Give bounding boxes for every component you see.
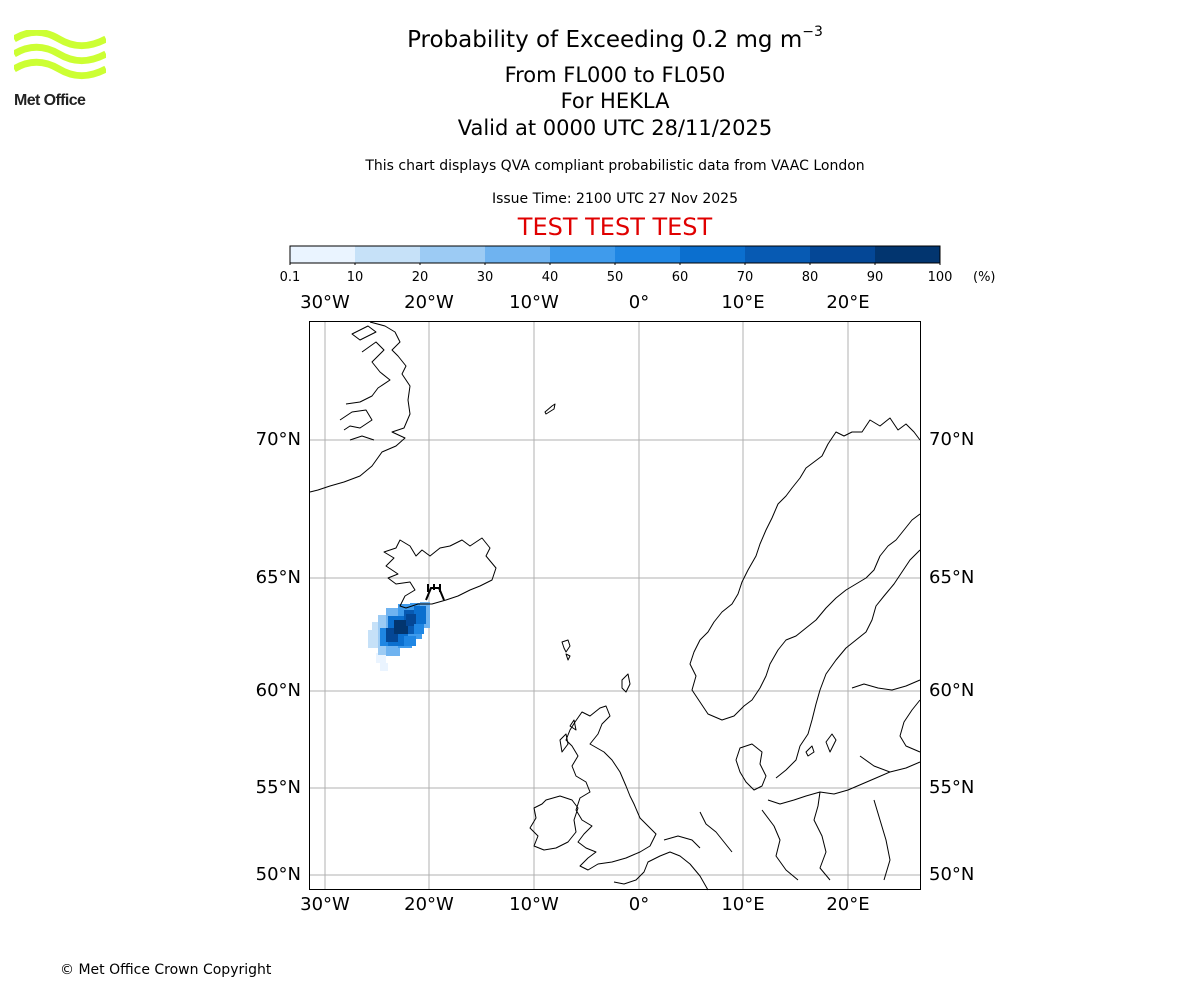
lon-label-top: 20°E bbox=[826, 292, 870, 313]
lat-label-left: 55°N bbox=[255, 777, 301, 798]
colorbar-tick-label: 40 bbox=[541, 270, 559, 285]
flight-level-line: From FL000 to FL050 bbox=[504, 63, 726, 87]
copyright: © Met Office Crown Copyright bbox=[60, 962, 272, 978]
colorbar-cell bbox=[485, 246, 551, 263]
map-frame bbox=[309, 321, 921, 890]
map bbox=[309, 321, 921, 891]
colorbar-tick-label: 90 bbox=[866, 270, 884, 285]
lon-label-bottom: 0° bbox=[628, 894, 650, 915]
met-office-logo: Met Office bbox=[12, 28, 114, 114]
colorbar-tick-label: 20 bbox=[411, 270, 429, 285]
logo-waves-icon bbox=[12, 28, 108, 80]
colorbar-tick-label: 100 bbox=[927, 270, 953, 285]
lat-label-left: 50°N bbox=[255, 864, 301, 885]
lat-label-left: 70°N bbox=[255, 429, 301, 450]
colorbar-cell bbox=[875, 246, 941, 263]
colorbar bbox=[289, 245, 941, 265]
lon-label-top: 20°W bbox=[404, 292, 454, 313]
lon-label-bottom: 10°W bbox=[509, 894, 559, 915]
lat-label-left: 60°N bbox=[255, 680, 301, 701]
lat-label-right: 70°N bbox=[929, 429, 975, 450]
lon-label-bottom: 20°E bbox=[826, 894, 870, 915]
colorbar-tick-label: 10 bbox=[346, 270, 364, 285]
colorbar-cell bbox=[355, 246, 421, 263]
test-banner: TEST TEST TEST bbox=[517, 213, 713, 241]
lat-label-right: 60°N bbox=[929, 680, 975, 701]
volcano-line: For HEKLA bbox=[560, 89, 670, 113]
graticule bbox=[310, 322, 920, 889]
info-line: This chart displays QVA compliant probab… bbox=[365, 158, 865, 174]
colorbar-tick-label: 30 bbox=[476, 270, 494, 285]
lon-label-bottom: 20°W bbox=[404, 894, 454, 915]
colorbar-tick-label: 60 bbox=[671, 270, 689, 285]
lon-label-top: 0° bbox=[628, 292, 650, 313]
colorbar-tick-label: 80 bbox=[801, 270, 819, 285]
colorbar-cell bbox=[745, 246, 811, 263]
colorbar-tick-label: 70 bbox=[736, 270, 754, 285]
colorbar-cell bbox=[615, 246, 681, 263]
lat-label-right: 55°N bbox=[929, 777, 975, 798]
coastlines bbox=[309, 321, 921, 891]
lat-label-right: 65°N bbox=[929, 567, 975, 588]
lon-label-top: 30°W bbox=[300, 292, 350, 313]
colorbar-unit: (%) bbox=[973, 270, 996, 285]
lat-label-right: 50°N bbox=[929, 864, 975, 885]
lat-label-left: 65°N bbox=[255, 567, 301, 588]
probability-plume bbox=[368, 602, 430, 671]
volcano-icon bbox=[425, 584, 445, 601]
colorbar-tick-label: 0.1 bbox=[279, 270, 301, 285]
colorbar-cell bbox=[290, 246, 356, 263]
issue-time-line: Issue Time: 2100 UTC 27 Nov 2025 bbox=[491, 191, 739, 207]
colorbar-cell bbox=[680, 246, 746, 263]
valid-time-line: Valid at 0000 UTC 28/11/2025 bbox=[457, 116, 773, 140]
colorbar-cell bbox=[810, 246, 876, 263]
colorbar-cell bbox=[550, 246, 616, 263]
lon-label-bottom: 10°E bbox=[721, 894, 765, 915]
lon-label-top: 10°E bbox=[721, 292, 765, 313]
lon-label-top: 10°W bbox=[509, 292, 559, 313]
logo-text: Met Office bbox=[14, 92, 86, 109]
lon-label-bottom: 30°W bbox=[300, 894, 350, 915]
colorbar-tick-label: 50 bbox=[606, 270, 624, 285]
colorbar-cell bbox=[420, 246, 486, 263]
chart-title: Probability of Exceeding 0.2 mg m−3 bbox=[407, 24, 823, 53]
